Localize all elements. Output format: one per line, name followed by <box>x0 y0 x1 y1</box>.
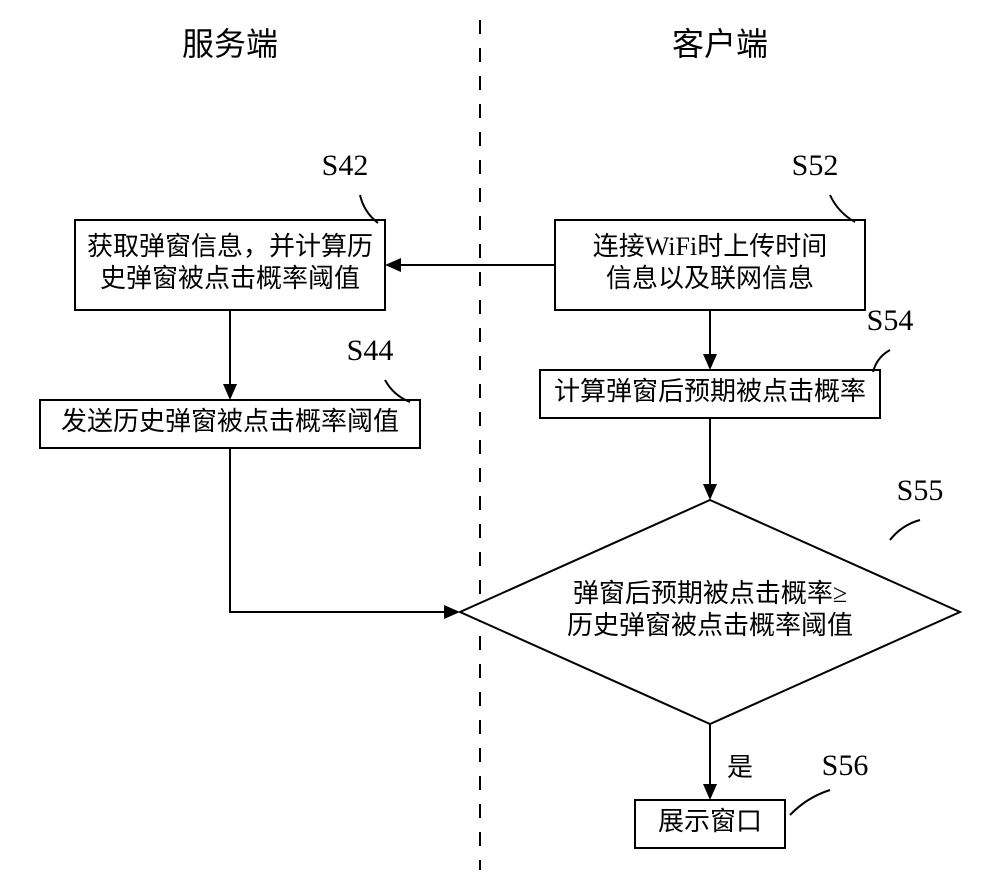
tag-s42: S42 <box>322 149 369 182</box>
node-s55-line-0: 弹窗后预期被点击概率≥ <box>573 579 847 608</box>
node-s56-line-0: 展示窗口 <box>658 807 762 836</box>
tag-s52: S52 <box>792 149 839 182</box>
tag-s54: S54 <box>867 304 914 337</box>
node-s42-line-0: 获取弹窗信息，并计算历 <box>87 232 373 261</box>
node-s54-line-0: 计算弹窗后预期被点击概率 <box>554 377 866 406</box>
header-server: 服务端 <box>182 26 278 62</box>
node-s42-line-1: 史弹窗被点击概率阈值 <box>100 264 360 293</box>
tag-s44: S44 <box>347 334 394 367</box>
header-client: 客户端 <box>672 26 768 62</box>
node-s44-line-0: 发送历史弹窗被点击概率阈值 <box>61 407 399 436</box>
node-s52-line-1: 信息以及联网信息 <box>606 264 814 293</box>
node-s55-line-1: 历史弹窗被点击概率阈值 <box>567 611 853 640</box>
tag-s56: S56 <box>822 749 869 782</box>
node-s52-line-0: 连接WiFi时上传时间 <box>593 232 827 261</box>
edge-label-5: 是 <box>727 753 753 782</box>
tag-s55: S55 <box>897 474 944 507</box>
